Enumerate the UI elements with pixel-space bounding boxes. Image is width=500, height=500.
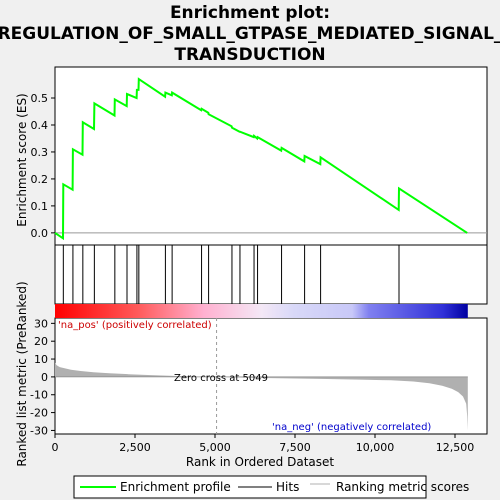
x-tick-label: 0 — [52, 441, 59, 454]
chart-title-line-2: REGULATION_OF_SMALL_GTPASE_MEDIATED_SIGN… — [0, 24, 500, 44]
positive-correlation-label: 'na_pos' (positively correlated) — [58, 320, 212, 331]
legend-profile-label: Enrichment profile — [120, 480, 231, 494]
chart-title-line-3: TRANSDUCTION — [174, 45, 325, 65]
metric-y-tick-label: -10 — [30, 389, 48, 402]
x-tick-label: 10,000 — [356, 441, 395, 454]
x-tick-label: 5,000 — [199, 441, 231, 454]
legend-metric-label: Ranking metric scores — [336, 480, 469, 494]
enrichment-profile-line — [54, 77, 468, 241]
x-tick-label: 7,500 — [279, 441, 311, 454]
zero-cross-label: Zero cross at 5049 — [174, 373, 268, 384]
legend-hits-label: Hits — [276, 480, 299, 494]
es-y-tick-label: 0.4 — [31, 119, 49, 132]
ranking-metric-area — [55, 362, 468, 431]
es-y-tick-label: 0.5 — [31, 92, 49, 105]
es-y-tick-label: 0.3 — [31, 146, 49, 159]
metric-y-tick-label: 20 — [34, 335, 48, 348]
es-y-tick-label: 0.1 — [31, 200, 49, 213]
metric-y-tick-label: -20 — [30, 407, 48, 420]
metric-y-tick-label: 0 — [41, 371, 48, 384]
metric-y-tick-label: 10 — [34, 353, 48, 366]
rank-color-bar — [55, 304, 468, 318]
x-tick-label: 2,500 — [119, 441, 151, 454]
negative-correlation-label: 'na_neg' (negatively correlated) — [272, 422, 431, 433]
x-tick-label: 12,500 — [436, 441, 475, 454]
es-panel — [54, 66, 488, 246]
es-y-tick-label: 0.0 — [31, 227, 49, 240]
metric-y-tick-label: 30 — [34, 317, 48, 330]
legend: Enrichment profile Hits Ranking metric s… — [73, 475, 469, 499]
x-axis-label: Rank in Ordered Dataset — [186, 455, 334, 469]
es-y-tick-label: 0.2 — [31, 173, 49, 186]
hits-panel — [54, 244, 488, 305]
metric-y-tick-label: -30 — [30, 424, 48, 437]
metric-y-axis-label: Ranked list metric (PreRanked) — [15, 281, 29, 466]
es-y-axis-label: Enrichment score (ES) — [15, 93, 29, 226]
chart-title-line-1: Enrichment plot: — [170, 3, 330, 23]
